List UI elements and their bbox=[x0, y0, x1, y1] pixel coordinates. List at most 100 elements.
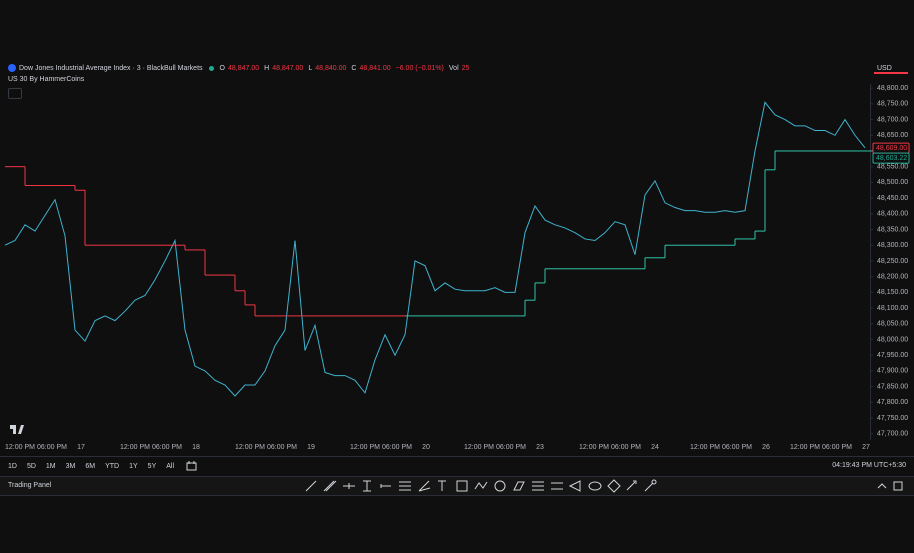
x-tick-label: 06:00 PM bbox=[382, 444, 412, 451]
x-tick-label: 06:00 PM bbox=[722, 444, 752, 451]
ohlc-key: C bbox=[351, 64, 357, 72]
y-tick-label: 48,300.00 bbox=[877, 242, 908, 249]
x-tick-label: 24 bbox=[651, 444, 659, 451]
x-tick-label: 20 bbox=[422, 444, 430, 451]
timeframes: 1D 5D 1M 3M 6M YTD 1Y 5Y All bbox=[0, 463, 176, 470]
tool-icon[interactable] bbox=[551, 482, 563, 490]
timeframe-button[interactable]: YTD bbox=[105, 462, 120, 470]
change: −6.00 (−0.01%) bbox=[395, 64, 444, 72]
tv-logo bbox=[10, 425, 24, 434]
x-tick-label: 12:00 PM bbox=[5, 444, 35, 451]
x-tick-label: 06:00 PM bbox=[152, 444, 182, 451]
tool-icon[interactable] bbox=[418, 480, 431, 492]
symbol-icon bbox=[8, 64, 16, 72]
tool-icon[interactable] bbox=[494, 480, 506, 492]
tool-icon[interactable] bbox=[399, 481, 411, 491]
ohlc-value: 48,847.00 bbox=[227, 64, 260, 72]
bottom-toolbar: 1D 5D 1M 3M 6M YTD 1Y 5Y All 04:19:43 PM UTC+5:3… bbox=[0, 456, 914, 475]
legend-header: Dow Jones Industrial Average Index · 3 ·… bbox=[8, 64, 471, 72]
x-tick-label: 19 bbox=[307, 444, 315, 451]
tool-icon[interactable] bbox=[456, 480, 468, 492]
tool-icon[interactable] bbox=[513, 481, 525, 491]
tool-icon[interactable] bbox=[474, 481, 488, 490]
tool-icon[interactable] bbox=[438, 480, 446, 491]
y-tick-label: 48,150.00 bbox=[877, 289, 908, 296]
tool-icon[interactable] bbox=[305, 480, 317, 492]
x-tick-label: 12:00 PM bbox=[790, 444, 820, 451]
collapse-button[interactable] bbox=[8, 88, 22, 99]
x-tick-label: 12:00 PM bbox=[120, 444, 150, 451]
x-tick-label: 06:00 PM bbox=[37, 444, 67, 451]
x-tick-label: 06:00 PM bbox=[822, 444, 852, 451]
x-tick-label: 06:00 PM bbox=[267, 444, 297, 451]
y-tick-label: 48,250.00 bbox=[877, 258, 908, 265]
indicator-name[interactable]: US 30 By HammerCoins bbox=[8, 76, 85, 83]
y-tick-label: 47,850.00 bbox=[877, 383, 908, 390]
x-tick-label: 12:00 PM bbox=[690, 444, 720, 451]
timeframe-button[interactable]: All bbox=[166, 462, 175, 470]
x-tick-label: 06:00 PM bbox=[496, 444, 526, 451]
x-tick-label: 18 bbox=[192, 444, 200, 451]
y-tick-label: 47,700.00 bbox=[877, 431, 908, 438]
ohlc-key: H bbox=[264, 64, 270, 72]
y-tick-label: 48,350.00 bbox=[877, 226, 908, 233]
timeframe-button[interactable]: 1D bbox=[8, 462, 17, 470]
timeframe-button[interactable]: 1M bbox=[45, 462, 56, 470]
y-tick-label: 48,450.00 bbox=[877, 195, 908, 202]
x-tick-label: 23 bbox=[536, 444, 544, 451]
volume: 25 bbox=[461, 64, 470, 72]
x-tick-label: 17 bbox=[77, 444, 85, 451]
date-range-icon[interactable] bbox=[186, 461, 198, 471]
tool-icon[interactable] bbox=[568, 480, 581, 492]
y-tick-label: 48,500.00 bbox=[877, 179, 908, 186]
market-status bbox=[208, 65, 214, 71]
ohlc-value: 48,841.00 bbox=[359, 64, 391, 72]
tool-icon[interactable] bbox=[626, 480, 637, 491]
trading-panel[interactable]: Trading Panel bbox=[8, 482, 52, 489]
tool-icon[interactable] bbox=[607, 479, 621, 493]
ohlc-key: O bbox=[219, 64, 225, 72]
price-tag-label: 48,609.00 bbox=[876, 145, 907, 152]
currency-select[interactable]: USD bbox=[874, 63, 908, 74]
ohlc-key: L bbox=[308, 64, 313, 72]
ohlc-value: 48,840.00 bbox=[315, 64, 347, 72]
y-tick-label: 47,950.00 bbox=[877, 352, 908, 359]
timeframe-button[interactable]: 5D bbox=[26, 462, 36, 470]
y-tick-label: 48,050.00 bbox=[877, 321, 908, 328]
y-tick-label: 47,750.00 bbox=[877, 415, 908, 422]
y-tick-label: 48,400.00 bbox=[877, 211, 908, 218]
tool-icon[interactable] bbox=[588, 481, 602, 491]
tool-icon[interactable] bbox=[363, 480, 371, 492]
x-tick-label: 12:00 PM bbox=[579, 444, 609, 451]
tool-icon[interactable] bbox=[343, 483, 355, 489]
y-tick-label: 48,700.00 bbox=[877, 116, 908, 123]
timeframe-button[interactable]: 1Y bbox=[129, 462, 138, 470]
x-tick-label: 06:00 PM bbox=[611, 444, 641, 451]
price-line bbox=[4, 101, 866, 397]
x-tick-label: 26 bbox=[762, 444, 770, 451]
price-tag bbox=[872, 152, 910, 164]
y-tick-label: 47,900.00 bbox=[877, 368, 908, 375]
x-tick-label: 27 bbox=[862, 444, 870, 451]
tool-icon[interactable] bbox=[532, 481, 544, 491]
y-tick-label: 47,800.00 bbox=[877, 399, 908, 406]
timeframe-button[interactable]: 3M bbox=[65, 462, 76, 470]
trading-panel-bar: Trading Panel bbox=[0, 476, 914, 496]
symbol-name[interactable]: Dow Jones Industrial Average Index · 3 ·… bbox=[19, 64, 203, 72]
tool-icon[interactable] bbox=[644, 479, 657, 492]
y-tick-label: 48,200.00 bbox=[877, 273, 908, 280]
y-tick-label: 48,100.00 bbox=[877, 305, 908, 312]
y-tick-label: 48,000.00 bbox=[877, 336, 908, 343]
x-tick-label: 12:00 PM bbox=[464, 444, 494, 451]
tool-icon[interactable] bbox=[380, 484, 391, 488]
price-tag-label: 48,603.22 bbox=[876, 155, 907, 162]
timeframe-button[interactable]: 6M bbox=[85, 462, 96, 470]
drawing-tools bbox=[305, 479, 657, 493]
tool-icon[interactable] bbox=[323, 480, 337, 492]
ohlc-value: 48,847.00 bbox=[272, 64, 304, 72]
volume-key: Vol bbox=[448, 64, 459, 72]
x-tick-label: 12:00 PM bbox=[235, 444, 265, 451]
panel-controls[interactable] bbox=[876, 477, 906, 495]
timeframe-button[interactable]: 5Y bbox=[147, 462, 157, 470]
